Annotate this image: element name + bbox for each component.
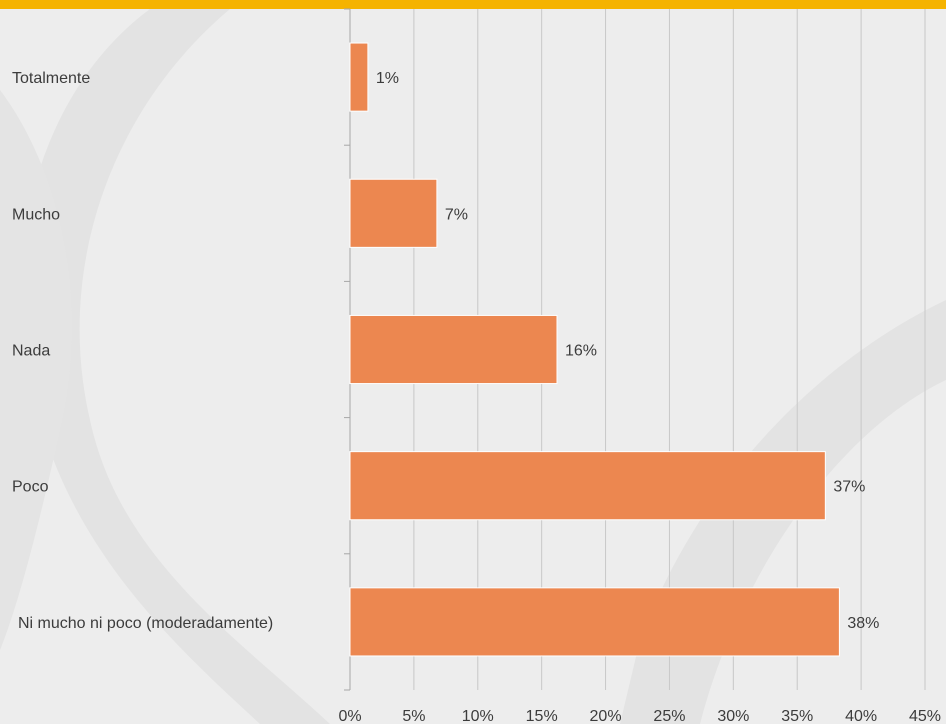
value-label: 16% — [565, 343, 597, 360]
category-label: Mucho — [12, 206, 60, 223]
x-tick-label: 20% — [590, 708, 622, 724]
value-label: 37% — [833, 479, 865, 496]
x-tick-label: 45% — [909, 708, 941, 724]
category-label: Nada — [12, 343, 50, 360]
x-tick-label: 5% — [402, 708, 425, 724]
value-label: 38% — [847, 615, 879, 632]
x-tick-label: 40% — [845, 708, 877, 724]
x-tick-label: 0% — [338, 708, 361, 724]
top-accent-bar — [0, 0, 946, 9]
value-labels: 1% 7% 16% 37% 38% — [376, 70, 880, 632]
gridlines — [413, 9, 926, 690]
x-tick-label: 25% — [653, 708, 685, 724]
bar — [349, 178, 438, 248]
bar — [349, 314, 558, 385]
x-tick-label: 30% — [717, 708, 749, 724]
x-tick-label: 35% — [781, 708, 813, 724]
category-label: Ni mucho ni poco (moderadamente) — [18, 615, 273, 632]
x-tick-labels: 0% 5% 10% 15% 20% 25% 30% 35% 40% 45% — [338, 708, 941, 724]
category-labels: Totalmente Mucho Nada Poco Ni mucho ni poco … — [12, 70, 273, 632]
value-label: 7% — [445, 206, 468, 223]
value-label: 1% — [376, 70, 399, 87]
x-tick-label: 10% — [462, 708, 494, 724]
bar — [349, 42, 369, 112]
category-axis — [344, 8, 351, 691]
bar — [349, 451, 826, 521]
bars — [349, 42, 840, 657]
category-label: Totalmente — [12, 70, 90, 87]
bar — [349, 587, 840, 657]
x-tick-label: 15% — [526, 708, 558, 724]
category-label: Poco — [12, 479, 49, 496]
